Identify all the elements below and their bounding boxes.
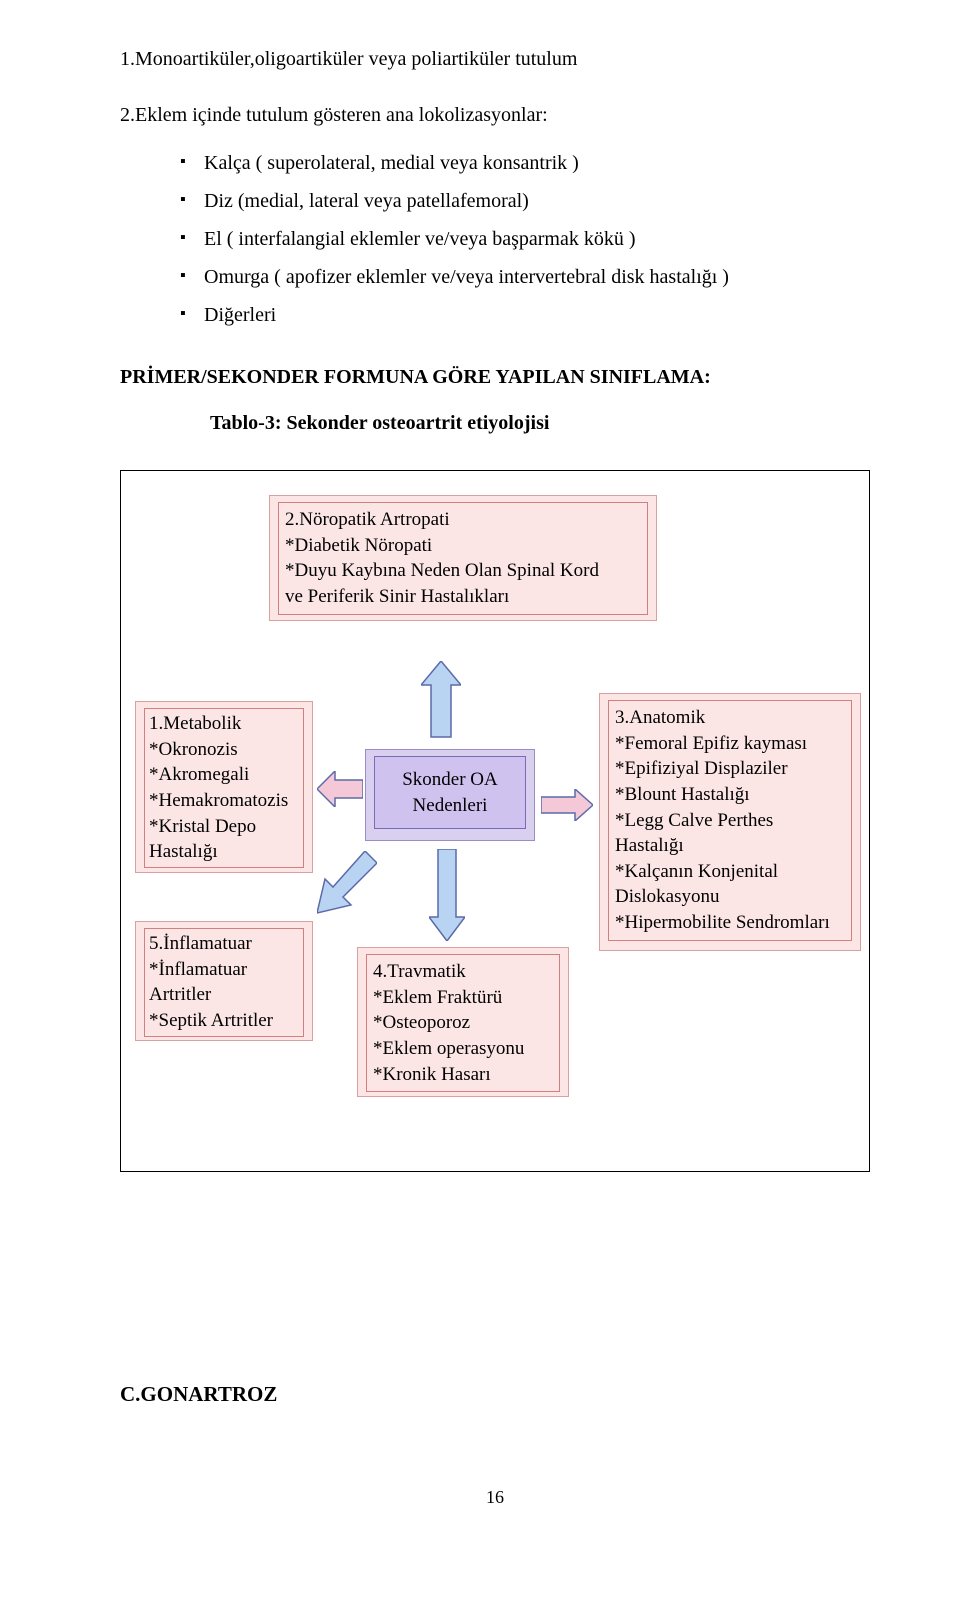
box4-title: 4.Travmatik [373,959,553,985]
diagram-box-anatomik-outer: 3.Anatomik *Femoral Epifiz kayması *Epif… [599,693,861,951]
bullet-item: ▪ Omurga ( apofizer eklemler ve/veya int… [180,258,870,296]
bullet-text: Diz (medial, lateral veya patellafemoral… [204,182,529,220]
box1-line: *Hemakromatozis [149,788,299,814]
bullet-text: Diğerleri [204,296,276,334]
arrow-up-icon [421,661,461,741]
heading-tablo-3: Tablo-3: Sekonder osteoartrit etiyolojis… [210,404,870,442]
bullet-item: ▪ Diğerleri [180,296,870,334]
box3-line: *Epifiziyal Displaziler [615,756,845,782]
box1-line: *Kristal Depo [149,814,299,840]
box1-title: 1.Metabolik [149,711,299,737]
box4-line: *Osteoporoz [373,1010,553,1036]
bullet-text: Kalça ( superolateral, medial veya konsa… [204,144,579,182]
box4-line: *Kronik Hasarı [373,1062,553,1088]
arrow-diagonal-icon [317,851,377,921]
bullet-list: ▪ Kalça ( superolateral, medial veya kon… [120,144,870,334]
box5-title: 5.İnflamatuar [149,931,299,957]
box3-title: 3.Anatomik [615,705,845,731]
box3-line: Dislokasyonu [615,884,845,910]
box5-line: *İnflamatuar [149,957,299,983]
diagram-box-inflamatuar-outer: 5.İnflamatuar *İnflamatuar Artritler *Se… [135,921,313,1041]
box1-line: Hastalığı [149,839,299,865]
heading-primer-sekonder: PRİMER/SEKONDER FORMUNA GÖRE YAPILAN SIN… [120,358,870,396]
bullet-item: ▪ Kalça ( superolateral, medial veya kon… [180,144,870,182]
box3-line: *Femoral Epifiz kayması [615,731,845,757]
box3-line: *Kalçanın Konjenital [615,859,845,885]
bullet-item: ▪ El ( interfalangial eklemler ve/veya b… [180,220,870,258]
arrow-down-icon [429,849,465,941]
box2-line: ve Periferik Sinir Hastalıkları [285,584,641,610]
center-line1: Skonder OA [379,767,521,793]
diagram-box-travmatik-outer: 4.Travmatik *Eklem Fraktürü *Osteoporoz … [357,947,569,1097]
box3-line: *Hipermobilite Sendromları [615,910,845,936]
diagram-container: 2.Nöropatik Artropati *Diabetik Nöropati… [120,470,870,1172]
intro-item-2: 2.Eklem içinde tutulum gösteren ana loko… [120,96,870,134]
bullet-text: Omurga ( apofizer eklemler ve/veya inter… [204,258,729,296]
box3-line: Hastalığı [615,833,845,859]
square-bullet-icon: ▪ [180,182,204,219]
box2-line: *Duyu Kaybına Neden Olan Spinal Kord [285,558,641,584]
square-bullet-icon: ▪ [180,258,204,295]
diagram-box-metabolik-inner: 1.Metabolik *Okronozis *Akromegali *Hema… [144,708,304,868]
diagram-box-neuropatik-inner: 2.Nöropatik Artropati *Diabetik Nöropati… [278,502,648,615]
box2-title: 2.Nöropatik Artropati [285,507,641,533]
box3-line: *Legg Calve Perthes [615,808,845,834]
box2-line: *Diabetik Nöropati [285,533,641,559]
box5-line: *Septik Artritler [149,1008,299,1034]
box1-line: *Okronozis [149,737,299,763]
square-bullet-icon: ▪ [180,144,204,181]
diagram-box-inflamatuar-inner: 5.İnflamatuar *İnflamatuar Artritler *Se… [144,928,304,1037]
bullet-item: ▪ Diz (medial, lateral veya patellafemor… [180,182,870,220]
diagram-box-metabolik-outer: 1.Metabolik *Okronozis *Akromegali *Hema… [135,701,313,873]
square-bullet-icon: ▪ [180,220,204,257]
box4-line: *Eklem operasyonu [373,1036,553,1062]
diagram-box-center-outer: Skonder OA Nedenleri [365,749,535,841]
section-c-gonartroz: C.GONARTROZ [120,1382,870,1407]
center-line2: Nedenleri [379,793,521,819]
diagram-box-neuropatik-outer: 2.Nöropatik Artropati *Diabetik Nöropati… [269,495,657,621]
page-number: 16 [120,1487,870,1508]
intro-item-1: 1.Monoartiküler,oligoartiküler veya poli… [120,40,870,78]
box3-line: *Blount Hastalığı [615,782,845,808]
arrow-left-icon [317,771,363,807]
square-bullet-icon: ▪ [180,296,204,333]
diagram-box-center-inner: Skonder OA Nedenleri [374,756,526,829]
arrow-right-icon [541,789,593,821]
box1-line: *Akromegali [149,762,299,788]
bullet-text: El ( interfalangial eklemler ve/veya baş… [204,220,635,258]
diagram-box-travmatik-inner: 4.Travmatik *Eklem Fraktürü *Osteoporoz … [366,954,560,1092]
box5-line: Artritler [149,982,299,1008]
box4-line: *Eklem Fraktürü [373,985,553,1011]
diagram-box-anatomik-inner: 3.Anatomik *Femoral Epifiz kayması *Epif… [608,700,852,941]
